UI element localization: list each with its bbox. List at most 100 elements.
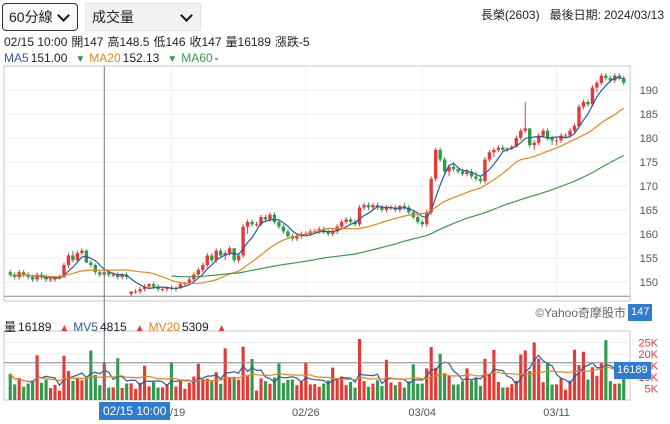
candle-body xyxy=(295,236,299,239)
mv5-label: MV5 xyxy=(73,320,98,334)
volume-bar xyxy=(572,349,577,400)
volume-bar xyxy=(608,381,612,400)
candle-body xyxy=(366,205,371,208)
candle-body xyxy=(322,229,326,232)
volume-bar xyxy=(143,365,147,400)
volume-bar xyxy=(604,340,608,400)
volume-bar xyxy=(17,378,21,400)
price-tick-label: 165 xyxy=(640,205,658,217)
volume-bar xyxy=(590,367,594,400)
ohlc-high: 高148.5 xyxy=(107,35,150,49)
candle-body xyxy=(501,147,505,150)
volume-bar xyxy=(304,362,308,400)
volume-bar xyxy=(389,382,393,400)
period-select-value: 60分線 xyxy=(9,9,53,25)
mv20-value: 5309 xyxy=(181,320,209,334)
volume-bar xyxy=(201,378,205,400)
candle-body xyxy=(604,75,608,78)
candle-body xyxy=(595,82,599,88)
candle-body xyxy=(326,231,330,234)
volume-bar xyxy=(53,384,57,400)
ohlc-time: 02/15 10:00 xyxy=(4,35,68,49)
candle-body xyxy=(93,265,98,273)
stock-header: 長榮(2603) 最後日期: 2024/03/13 xyxy=(471,6,664,23)
price-badge: 147 xyxy=(628,304,653,321)
candle-body xyxy=(344,219,348,222)
candle-body xyxy=(89,262,93,266)
candle-body xyxy=(286,231,290,237)
indicator-select[interactable]: 成交量 xyxy=(85,3,201,31)
volume-bar xyxy=(174,386,178,400)
volume-bar xyxy=(528,371,532,400)
volume-bar xyxy=(474,377,478,400)
volume-tick-label: 25K xyxy=(638,338,658,350)
ma60-value: - xyxy=(214,51,219,65)
volume-bar xyxy=(366,386,371,400)
candle-body xyxy=(348,219,353,222)
candle-body xyxy=(407,207,411,213)
volume-bar xyxy=(165,384,169,400)
volume-bar xyxy=(241,346,245,400)
volume-bar xyxy=(613,383,617,400)
volume-bar xyxy=(429,347,433,400)
volume-bar xyxy=(546,362,550,400)
candle-body xyxy=(71,255,75,261)
volume-bar xyxy=(196,363,200,400)
candle-body xyxy=(402,206,407,208)
candle-body xyxy=(617,75,621,78)
volume-bar xyxy=(263,381,268,400)
candle-body xyxy=(447,166,451,172)
candle-body xyxy=(232,248,236,261)
candle-body xyxy=(263,217,268,220)
volume-bar xyxy=(456,384,460,400)
volume-bar xyxy=(254,390,259,400)
candle-body xyxy=(178,284,183,289)
last-date: 2024/03/13 xyxy=(603,8,664,22)
volume-bar xyxy=(44,379,48,400)
volume-bar xyxy=(22,386,26,400)
volume-bar xyxy=(326,380,330,400)
volume-bar xyxy=(393,385,397,400)
candle-body xyxy=(201,265,205,270)
volume-bar xyxy=(138,382,142,400)
volume-bar xyxy=(210,381,214,400)
volume-bar xyxy=(290,379,294,400)
candle-body xyxy=(62,265,66,278)
mv20-up-icon: ▲ xyxy=(216,323,227,334)
candle-body xyxy=(425,212,429,225)
volume-bar xyxy=(402,387,406,400)
volume-bar xyxy=(523,350,527,400)
volume-bar xyxy=(487,373,491,400)
volume-bar xyxy=(443,373,447,400)
candle-body xyxy=(541,130,545,136)
candle-body xyxy=(510,146,514,149)
candle-body xyxy=(44,277,48,280)
candle-body xyxy=(532,142,536,146)
candle-body xyxy=(550,137,554,141)
candle-body xyxy=(442,159,447,172)
ohlc-change: 漲跌-5 xyxy=(274,35,310,49)
candle-body xyxy=(523,128,527,131)
volume-bar xyxy=(541,382,545,400)
volume-bar xyxy=(107,387,111,400)
period-select[interactable]: 60分線 xyxy=(2,3,78,31)
volume-bar xyxy=(496,381,500,400)
volume-bar xyxy=(295,385,299,400)
volume-bar xyxy=(31,380,35,400)
candle-body xyxy=(205,255,209,266)
volume-bar xyxy=(84,378,88,400)
volume-bar xyxy=(183,388,187,400)
stock-name: 長榮(2603) xyxy=(480,8,540,22)
volume-bar xyxy=(219,383,223,400)
candle-body xyxy=(75,253,80,261)
volume-bar xyxy=(125,383,129,400)
mv5-line xyxy=(9,354,625,387)
mv20-line xyxy=(9,365,625,383)
volume-bar xyxy=(375,380,380,400)
volume-bar xyxy=(465,368,469,400)
volume-bar xyxy=(416,383,420,400)
ma5-label: MA5 xyxy=(4,51,29,65)
volume-badge: 16189 xyxy=(614,362,651,379)
candle-body xyxy=(160,289,165,291)
